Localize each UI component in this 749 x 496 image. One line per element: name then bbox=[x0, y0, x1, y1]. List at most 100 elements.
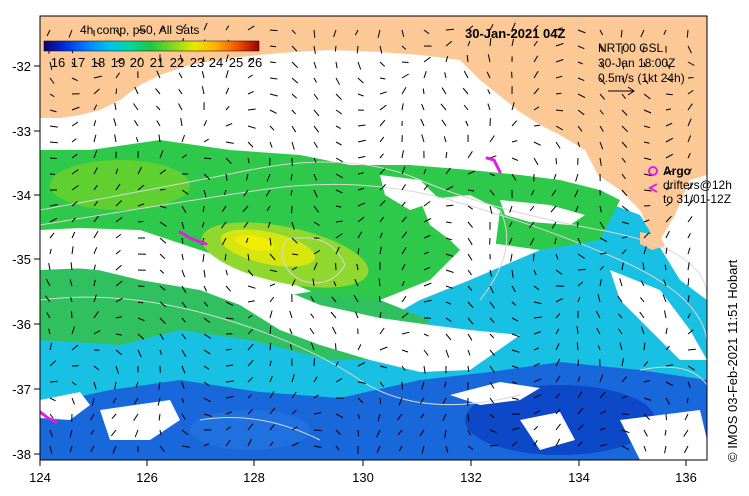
current-vector bbox=[445, 301, 452, 305]
y-tick-label: -33 bbox=[12, 124, 31, 139]
current-vector bbox=[599, 45, 604, 52]
current-vector bbox=[599, 157, 602, 166]
current-vector bbox=[93, 247, 98, 255]
current-vector bbox=[423, 282, 432, 287]
current-vector bbox=[159, 269, 165, 274]
current-vector bbox=[357, 77, 364, 84]
current-vector bbox=[291, 266, 298, 271]
current-vector bbox=[71, 311, 73, 319]
current-vector bbox=[137, 317, 145, 322]
current-vector bbox=[331, 326, 337, 335]
current-vector bbox=[621, 77, 626, 84]
current-vector bbox=[445, 167, 451, 175]
current-vector bbox=[639, 311, 645, 319]
current-vector bbox=[687, 61, 695, 66]
current-vector bbox=[533, 55, 539, 63]
current-vector bbox=[181, 237, 184, 244]
current-vector bbox=[354, 278, 359, 287]
current-vector bbox=[265, 189, 271, 197]
current-vector bbox=[509, 221, 513, 227]
colorbar-label: 16 bbox=[51, 55, 65, 70]
current-vector bbox=[643, 413, 651, 420]
current-vector bbox=[49, 429, 53, 437]
current-vector bbox=[137, 301, 144, 304]
current-vector bbox=[467, 301, 474, 308]
current-vector bbox=[335, 445, 340, 451]
current-vector bbox=[619, 342, 623, 351]
currents-legend: NRT00 GSL 30-Jan 18:00Z 0.5m/s (1kt 24h) bbox=[598, 41, 685, 96]
current-vector bbox=[46, 312, 51, 319]
colorbar-label: 22 bbox=[170, 55, 184, 70]
current-vector bbox=[203, 413, 212, 417]
current-vector bbox=[377, 29, 381, 38]
current-vector bbox=[599, 29, 604, 36]
current-vector bbox=[621, 173, 627, 180]
current-vector bbox=[333, 281, 337, 287]
current-vector bbox=[357, 202, 366, 207]
current-vector bbox=[225, 426, 231, 431]
current-vector bbox=[133, 397, 139, 405]
current-vector bbox=[553, 173, 557, 180]
colorbar-label: 19 bbox=[111, 55, 125, 70]
current-vector bbox=[201, 86, 205, 95]
current-vector bbox=[137, 220, 144, 223]
current-vector bbox=[511, 365, 519, 369]
current-vector bbox=[621, 395, 628, 399]
current-vector bbox=[445, 333, 452, 341]
current-vector bbox=[462, 87, 469, 95]
current-vector bbox=[445, 237, 453, 241]
current-vector bbox=[576, 342, 579, 351]
current-vector bbox=[71, 201, 78, 207]
current-vector bbox=[114, 381, 117, 390]
current-vector bbox=[71, 185, 79, 191]
current-vector bbox=[555, 141, 561, 149]
current-vector bbox=[221, 237, 227, 246]
current-vector bbox=[533, 409, 541, 415]
current-vector bbox=[642, 45, 645, 53]
current-vector bbox=[313, 45, 316, 54]
current-vector bbox=[181, 333, 187, 340]
current-vector bbox=[687, 365, 695, 371]
current-vector bbox=[179, 54, 183, 63]
current-vector bbox=[555, 125, 564, 131]
current-vector bbox=[489, 317, 495, 324]
current-vector bbox=[533, 269, 537, 276]
current-vector bbox=[313, 221, 320, 226]
current-vector bbox=[309, 327, 315, 335]
current-vector bbox=[687, 329, 694, 335]
current-vector bbox=[555, 59, 564, 63]
current-vector bbox=[71, 106, 80, 111]
current-vector bbox=[354, 29, 359, 36]
current-vector bbox=[313, 29, 316, 38]
current-vector bbox=[203, 189, 207, 198]
current-vector bbox=[335, 343, 337, 351]
current-vector bbox=[687, 103, 693, 111]
current-vector bbox=[291, 221, 295, 230]
current-vector bbox=[575, 205, 579, 213]
current-vector bbox=[203, 397, 211, 403]
current-vector bbox=[68, 29, 73, 38]
current-vector bbox=[159, 188, 166, 191]
current-vector bbox=[269, 391, 275, 399]
current-vector bbox=[201, 71, 205, 79]
current-vector bbox=[665, 108, 672, 111]
current-vector bbox=[621, 249, 627, 255]
current-vector bbox=[71, 121, 79, 127]
current-vector bbox=[617, 328, 623, 335]
current-vector bbox=[245, 173, 249, 181]
current-vector bbox=[687, 247, 691, 255]
current-vector bbox=[599, 265, 604, 271]
current-vector bbox=[69, 445, 73, 453]
current-vector bbox=[181, 285, 187, 294]
current-vector bbox=[313, 141, 318, 149]
drifter-marker-icon bbox=[647, 183, 658, 193]
current-vector bbox=[665, 327, 668, 335]
current-vector bbox=[555, 423, 561, 431]
current-vector bbox=[49, 157, 57, 159]
current-vector bbox=[555, 42, 564, 47]
current-vector bbox=[181, 397, 185, 404]
current-vector bbox=[533, 378, 542, 383]
current-vector bbox=[379, 184, 387, 191]
current-vector bbox=[643, 429, 648, 437]
current-vector bbox=[71, 153, 78, 159]
